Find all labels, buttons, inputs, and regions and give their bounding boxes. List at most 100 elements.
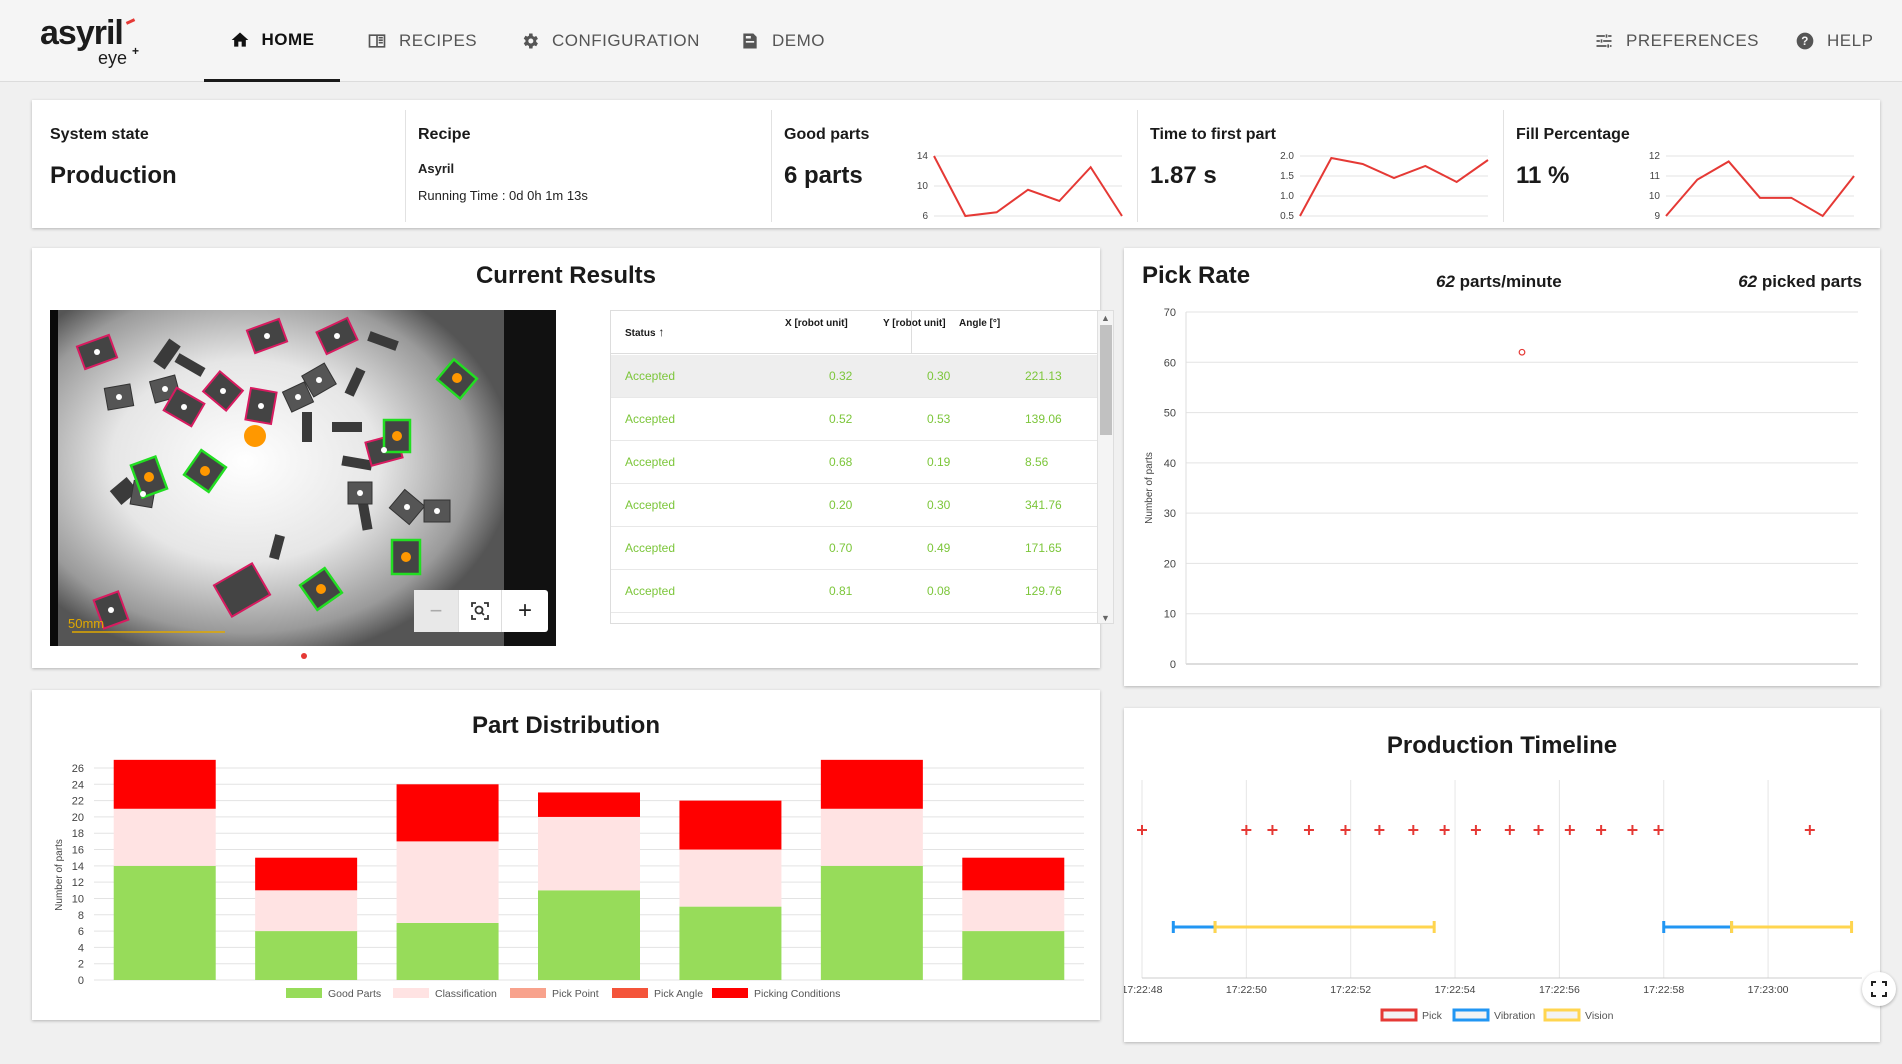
- zoom-fit-button[interactable]: [458, 590, 502, 632]
- tick-label: 11: [1650, 171, 1661, 182]
- bar-segment: [113, 808, 216, 866]
- card-title: Pick Rate: [1142, 262, 1251, 289]
- demo-folder-icon: [743, 33, 757, 49]
- kpi-title: Time to first part: [1150, 126, 1276, 143]
- sparkline: [933, 155, 1123, 218]
- bar-segment: [820, 865, 923, 980]
- legend-label[interactable]: Vibration: [1494, 1010, 1535, 1022]
- y-tick-label: 12: [72, 877, 84, 889]
- x-cell: 0.20: [829, 498, 853, 512]
- legend-swatch: [286, 988, 322, 998]
- y-tick-label: 0: [1170, 659, 1176, 671]
- x-cell: 0.52: [829, 412, 853, 426]
- y-tick-label: 8: [78, 910, 84, 922]
- column-y[interactable]: Y [robot unit]: [883, 318, 946, 329]
- carousel-dot[interactable]: [301, 653, 307, 659]
- kpi-system-state: System state Production: [32, 110, 406, 222]
- angle-cell: 221.13: [1025, 369, 1062, 383]
- scroll-up-icon[interactable]: ▲: [1101, 313, 1110, 323]
- legend-swatch: [1380, 1008, 1418, 1022]
- zoom-in-button[interactable]: +: [517, 597, 532, 624]
- fullscreen-button[interactable]: [1862, 972, 1896, 1006]
- nav-configuration[interactable]: CONFIGURATION: [520, 0, 700, 82]
- kpi-time-first: Time to first part 1.87 s 2.0 1.5 1.0 0.5: [1138, 110, 1504, 222]
- card-title: Current Results: [475, 262, 657, 289]
- column-angle[interactable]: Angle [°]: [959, 318, 1001, 329]
- table-row[interactable]: Accepted 0.70 0.49 171.65: [611, 527, 1097, 570]
- camera-view[interactable]: 50mm − +: [50, 310, 556, 646]
- bar-segment: [113, 759, 216, 809]
- y-axis-label: Number of parts: [54, 839, 65, 911]
- bar-segment: [820, 759, 923, 809]
- scroll-down-icon[interactable]: ▼: [1101, 613, 1110, 623]
- good-parts-sparkline: 14 10 6: [917, 151, 1123, 220]
- zoom-fit-icon: [471, 602, 489, 620]
- bar-segment: [679, 849, 782, 907]
- bar-segment: [396, 784, 499, 842]
- tick-label: 1.0: [1280, 191, 1294, 202]
- legend-label[interactable]: Pick Point: [552, 988, 599, 1000]
- svg-text:?: ?: [1801, 35, 1809, 48]
- table-scrollbar[interactable]: ▲ ▼: [1097, 311, 1113, 623]
- data-point: [1518, 348, 1526, 356]
- bar-segment: [962, 890, 1065, 932]
- tick-label: 2.0: [1280, 151, 1294, 162]
- segment: [1730, 921, 1854, 933]
- asyril-logo[interactable]: asyril eye +: [40, 14, 150, 70]
- table-row[interactable]: Accepted 0.52 0.53 139.06: [611, 398, 1097, 441]
- legend-label[interactable]: Pick Angle: [654, 988, 703, 1000]
- x-cell: 0.70: [829, 541, 853, 555]
- nav-home[interactable]: HOME: [204, 0, 340, 82]
- pick-marker: [1804, 825, 1815, 835]
- tick-label: 6: [922, 211, 928, 220]
- legend-label[interactable]: Vision: [1585, 1010, 1614, 1022]
- pick-marker: [1303, 825, 1314, 835]
- bar-segment: [962, 857, 1065, 891]
- table-row[interactable]: Accepted 0.32 0.30 221.13: [611, 355, 1097, 398]
- y-tick-label: 16: [72, 845, 84, 857]
- y-cell: 0.19: [927, 455, 951, 469]
- logo-accent: [125, 18, 136, 25]
- card-title: Part Distribution: [471, 712, 660, 739]
- scroll-thumb[interactable]: [1100, 325, 1112, 435]
- nav-preferences[interactable]: PREFERENCES: [1594, 0, 1759, 82]
- y-tick-label: 22: [72, 796, 84, 808]
- bar-segment: [538, 890, 640, 980]
- y-tick-label: 60: [1164, 357, 1176, 369]
- legend-label[interactable]: Pick: [1422, 1010, 1443, 1022]
- legend-swatch: [712, 988, 748, 998]
- x-tick-label: 17:22:50: [1226, 984, 1267, 996]
- tick-label: 9: [1654, 211, 1660, 220]
- pick-marker: [1653, 825, 1664, 835]
- legend-label[interactable]: Picking Conditions: [754, 988, 840, 1000]
- pick-marker: [1439, 825, 1450, 835]
- column-x[interactable]: X [robot unit]: [785, 318, 848, 329]
- zoom-out-button[interactable]: −: [414, 590, 458, 632]
- nav-demo[interactable]: DEMO: [740, 0, 825, 82]
- x-cell: 0.81: [829, 584, 853, 598]
- table-row[interactable]: Accepted 0.68 0.19 8.56: [611, 441, 1097, 484]
- y-tick-label: 26: [72, 763, 84, 775]
- column-status[interactable]: Status ↑: [625, 325, 665, 339]
- x-cell: 0.68: [829, 455, 853, 469]
- table-row[interactable]: Accepted 0.20 0.30 341.76: [611, 484, 1097, 527]
- y-cell: 0.53: [927, 412, 951, 426]
- y-tick-label: 70: [1164, 307, 1176, 319]
- legend-label[interactable]: Classification: [435, 988, 497, 1000]
- nav-recipes-label: RECIPES: [399, 31, 478, 50]
- fullscreen-icon: [1871, 981, 1887, 997]
- nav-recipes[interactable]: RECIPES: [367, 0, 477, 82]
- y-tick-label: 6: [78, 926, 84, 938]
- bar-segment: [396, 922, 499, 980]
- pick-marker: [1241, 825, 1252, 835]
- table-row[interactable]: Accepted 0.81 0.08 129.76: [611, 570, 1097, 613]
- legend-label[interactable]: Good Parts: [328, 988, 381, 1000]
- nav-help[interactable]: ? HELP: [1795, 0, 1873, 82]
- y-tick-label: 40: [1164, 458, 1176, 470]
- pick-rate-chart: 0 10 20 30 40 50 60 70 Number of parts: [1144, 307, 1858, 671]
- x-tick-label: 17:22:56: [1539, 984, 1580, 996]
- kpi-fill: Fill Percentage 11 % 12 11 10 9: [1504, 110, 1880, 222]
- pick-marker: [1374, 825, 1385, 835]
- nav-configuration-label: CONFIGURATION: [552, 31, 700, 50]
